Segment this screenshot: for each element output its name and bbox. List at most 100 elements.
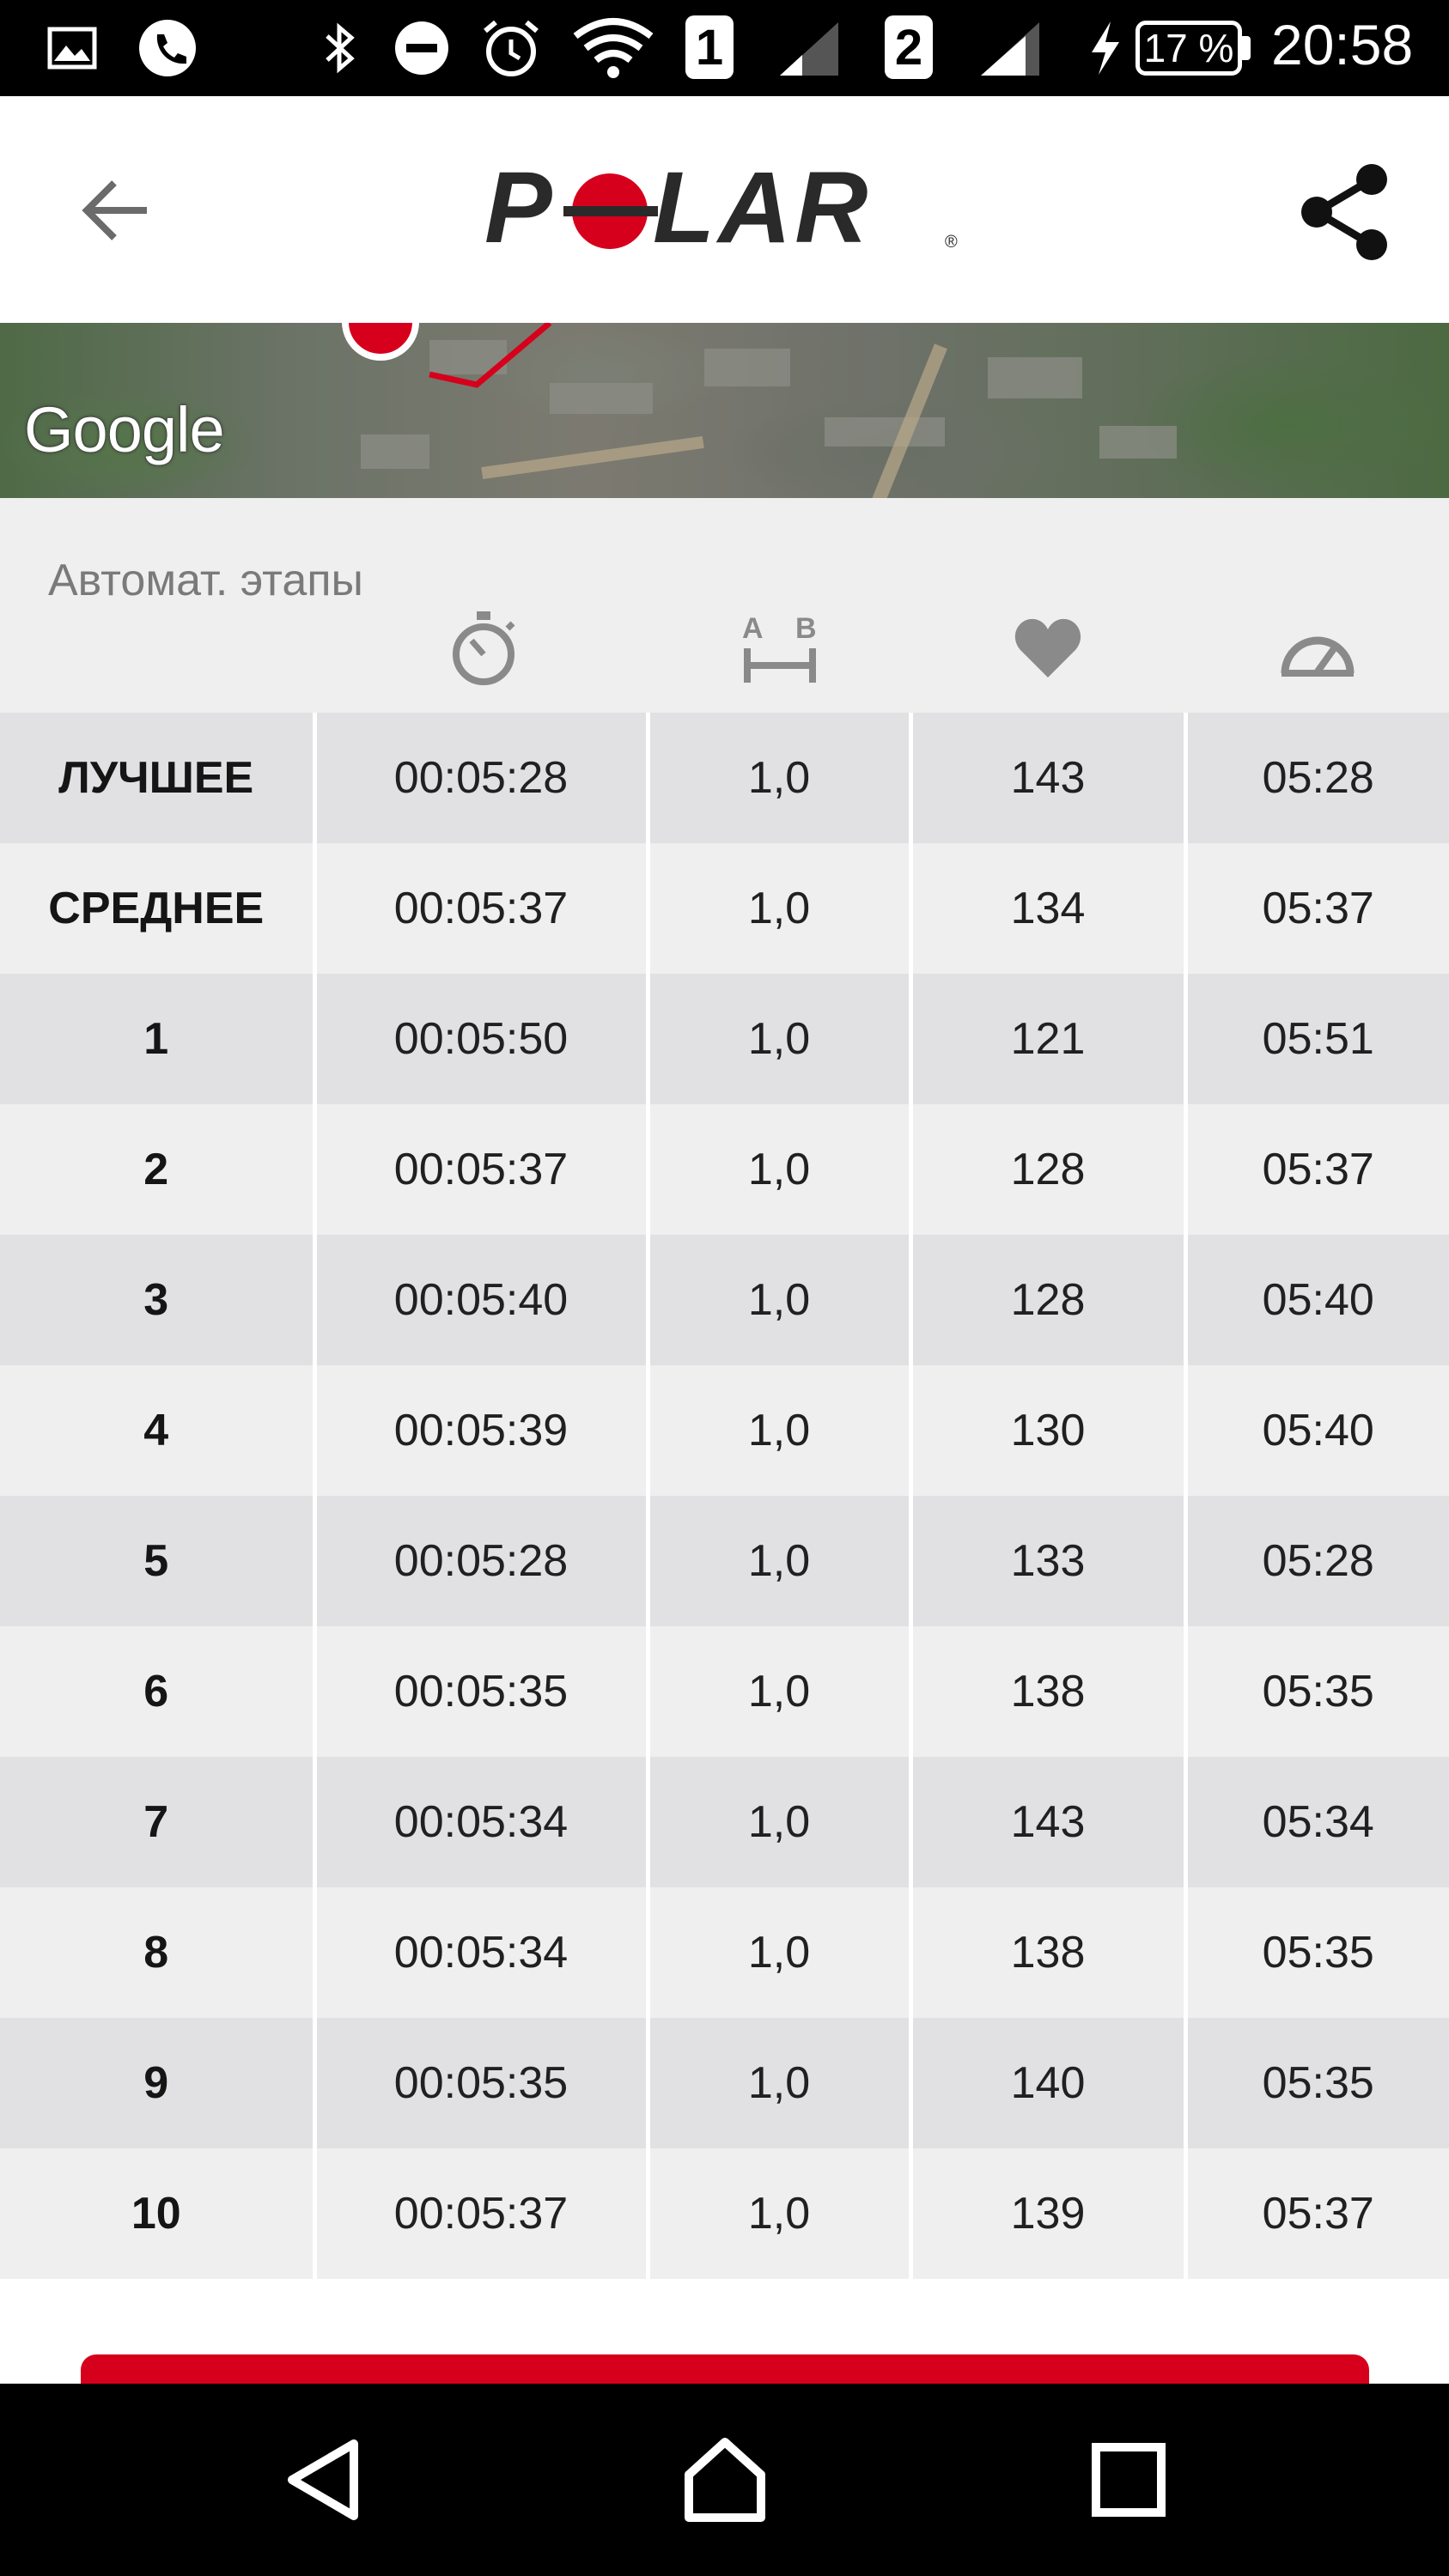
- sim1-badge: 1: [685, 15, 734, 79]
- lap-time-cell: 00:05:35: [314, 2018, 650, 2148]
- lap-pace-cell: 05:34: [1185, 1757, 1449, 1887]
- svg-text:LAR: LAR: [653, 163, 872, 264]
- lap-label-cell: 9: [0, 2018, 317, 2148]
- lap-distance-cell: 1,0: [648, 1496, 913, 1626]
- lap-hr-cell: 138: [910, 1626, 1188, 1757]
- lap-pace-cell: 05:35: [1185, 1626, 1449, 1757]
- lap-pace-cell: 05:40: [1185, 1235, 1449, 1365]
- lap-pace-cell: 05:37: [1185, 2148, 1449, 2279]
- nav-back-button[interactable]: [271, 2428, 374, 2531]
- lap-hr-cell: 140: [910, 2018, 1188, 2148]
- nav-home-icon: [685, 2438, 765, 2522]
- lap-time-cell: 00:05:28: [314, 1496, 650, 1626]
- lap-row: 2 00:05:37 1,0 128 05:37: [0, 1104, 1449, 1235]
- lap-hr-cell: 133: [910, 1496, 1188, 1626]
- lap-row: 8 00:05:34 1,0 138 05:35: [0, 1887, 1449, 2018]
- nav-home-button[interactable]: [673, 2428, 776, 2531]
- nav-back-icon: [288, 2439, 358, 2520]
- lap-hr-cell: 143: [910, 713, 1188, 843]
- lap-hr-cell: 143: [910, 1757, 1188, 1887]
- lap-distance-cell: 1,0: [648, 1104, 913, 1235]
- lap-label-cell: 10: [0, 2148, 317, 2279]
- lap-time-cell: 00:05:50: [314, 974, 650, 1104]
- arrow-back-icon: [82, 180, 147, 240]
- lap-row: 4 00:05:39 1,0 130 05:40: [0, 1365, 1449, 1496]
- lap-time-cell: 00:05:37: [314, 1104, 650, 1235]
- share-icon: [1301, 164, 1387, 260]
- signal-icon: [775, 19, 843, 77]
- svg-text:®: ®: [945, 233, 958, 252]
- lap-label-cell: 8: [0, 1887, 317, 2018]
- lap-row: 7 00:05:34 1,0 143 05:34: [0, 1757, 1449, 1887]
- lap-label-cell: 5: [0, 1496, 317, 1626]
- lap-row: 3 00:05:40 1,0 128 05:40: [0, 1235, 1449, 1365]
- battery-indicator: 17 %: [1135, 21, 1242, 76]
- lap-time-cell: 00:05:37: [314, 843, 650, 974]
- lap-time-cell: 00:05:34: [314, 1757, 650, 1887]
- lap-row: 5 00:05:28 1,0 133 05:28: [0, 1496, 1449, 1626]
- phone-icon: [137, 19, 198, 77]
- do-not-disturb-icon: [392, 19, 452, 77]
- lap-pace-cell: 05:51: [1185, 974, 1449, 1104]
- lap-distance-cell: 1,0: [648, 1365, 913, 1496]
- polar-logo: P LAR ®: [481, 151, 979, 266]
- charging-icon: [1084, 19, 1127, 77]
- lap-pace-cell: 05:37: [1185, 843, 1449, 974]
- lap-label-cell: 4: [0, 1365, 317, 1496]
- lap-row: 9 00:05:35 1,0 140 05:35: [0, 2018, 1449, 2148]
- lap-distance-cell: 1,0: [648, 713, 913, 843]
- lap-pace-cell: 05:40: [1185, 1365, 1449, 1496]
- wifi-icon: [570, 18, 656, 78]
- stopwatch-icon: [441, 610, 527, 687]
- speedometer-icon: [1275, 610, 1361, 687]
- lap-row: ЛУЧШЕЕ 00:05:28 1,0 143 05:28: [0, 713, 1449, 843]
- lap-hr-cell: 138: [910, 1887, 1188, 2018]
- status-bar: 1 2 17 % 20:58: [0, 0, 1449, 96]
- app-bar: P LAR ®: [0, 96, 1449, 323]
- lap-label-cell: 2: [0, 1104, 317, 1235]
- lap-hr-cell: 134: [910, 843, 1188, 974]
- lap-time-cell: 00:05:40: [314, 1235, 650, 1365]
- lap-time-cell: 00:05:34: [314, 1887, 650, 2018]
- distance-icon: A B: [737, 610, 823, 687]
- route-map[interactable]: Google: [0, 323, 1449, 498]
- nav-recents-icon: [1092, 2443, 1166, 2517]
- lap-distance-cell: 1,0: [648, 1235, 913, 1365]
- nav-recents-button[interactable]: [1077, 2428, 1180, 2531]
- lap-pace-cell: 05:35: [1185, 1887, 1449, 2018]
- google-watermark: Google: [24, 394, 225, 465]
- laps-table: ЛУЧШЕЕ 00:05:28 1,0 143 05:28 СРЕДНЕЕ 00:05:37…: [0, 713, 1449, 2279]
- lap-time-cell: 00:05:37: [314, 2148, 650, 2279]
- lap-distance-cell: 1,0: [648, 1757, 913, 1887]
- lap-distance-cell: 1,0: [648, 843, 913, 974]
- lap-time-cell: 00:05:28: [314, 713, 650, 843]
- section-title: Автомат. этапы: [48, 556, 363, 605]
- alarm-icon: [479, 19, 543, 77]
- gallery-icon: [45, 19, 100, 77]
- lap-hr-cell: 121: [910, 974, 1188, 1104]
- lap-pace-cell: 05:35: [1185, 2018, 1449, 2148]
- lap-distance-cell: 1,0: [648, 974, 913, 1104]
- lap-distance-cell: 1,0: [648, 2148, 913, 2279]
- share-button[interactable]: [1288, 156, 1400, 268]
- lap-pace-cell: 05:28: [1185, 1496, 1449, 1626]
- lap-distance-cell: 1,0: [648, 1887, 913, 2018]
- route-line: [429, 323, 552, 388]
- laps-header: Автомат. этапы A B: [0, 498, 1449, 713]
- lap-hr-cell: 128: [910, 1235, 1188, 1365]
- lap-distance-cell: 1,0: [648, 2018, 913, 2148]
- heart-icon: [1005, 610, 1091, 687]
- lap-label-cell: 6: [0, 1626, 317, 1757]
- back-button[interactable]: [69, 163, 163, 258]
- svg-text:B: B: [795, 612, 817, 645]
- lap-row: 1 00:05:50 1,0 121 05:51: [0, 974, 1449, 1104]
- svg-text:A: A: [742, 612, 764, 645]
- lap-label-cell: 3: [0, 1235, 317, 1365]
- lap-row: СРЕДНЕЕ 00:05:37 1,0 134 05:37: [0, 843, 1449, 974]
- lap-row: 6 00:05:35 1,0 138 05:35: [0, 1626, 1449, 1757]
- lap-hr-cell: 130: [910, 1365, 1188, 1496]
- lap-label-cell: ЛУЧШЕЕ: [0, 713, 317, 843]
- sim2-badge: 2: [885, 15, 933, 79]
- lap-label-cell: 7: [0, 1757, 317, 1887]
- lap-time-cell: 00:05:39: [314, 1365, 650, 1496]
